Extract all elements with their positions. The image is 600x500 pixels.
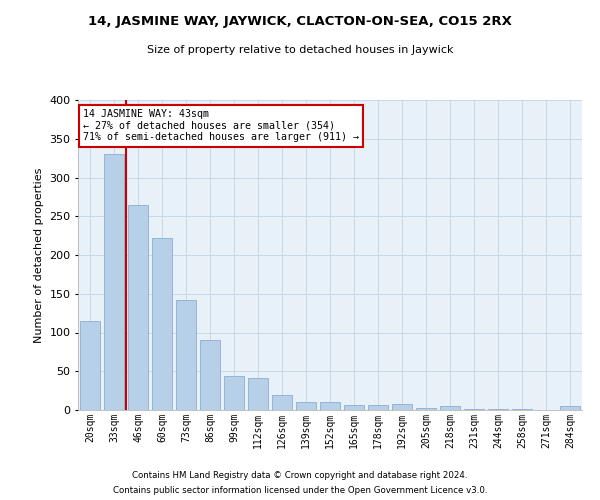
Bar (560, 406, 580, 410)
Bar (296, 402, 316, 410)
Bar (104, 154, 124, 410)
Bar (320, 402, 340, 410)
Bar (80, 321, 100, 410)
Bar (200, 340, 220, 410)
Text: Contains public sector information licensed under the Open Government Licence v3: Contains public sector information licen… (113, 486, 487, 495)
Text: Size of property relative to detached houses in Jaywick: Size of property relative to detached ho… (147, 45, 453, 55)
Bar (512, 409, 532, 410)
Bar (464, 409, 484, 410)
Bar (224, 376, 244, 410)
Bar (344, 406, 364, 410)
Bar (440, 406, 460, 410)
Text: 14 JASMINE WAY: 43sqm
← 27% of detached houses are smaller (354)
71% of semi-det: 14 JASMINE WAY: 43sqm ← 27% of detached … (83, 110, 359, 142)
Bar (248, 378, 268, 410)
Bar (128, 204, 148, 410)
Text: 14, JASMINE WAY, JAYWICK, CLACTON-ON-SEA, CO15 2RX: 14, JASMINE WAY, JAYWICK, CLACTON-ON-SEA… (88, 15, 512, 28)
Bar (416, 408, 436, 410)
Bar (392, 404, 412, 410)
Y-axis label: Number of detached properties: Number of detached properties (34, 168, 44, 342)
Bar (176, 300, 196, 410)
Text: Contains HM Land Registry data © Crown copyright and database right 2024.: Contains HM Land Registry data © Crown c… (132, 471, 468, 480)
Bar (152, 238, 172, 410)
Bar (272, 394, 292, 410)
Bar (368, 404, 388, 410)
Bar (488, 409, 508, 410)
